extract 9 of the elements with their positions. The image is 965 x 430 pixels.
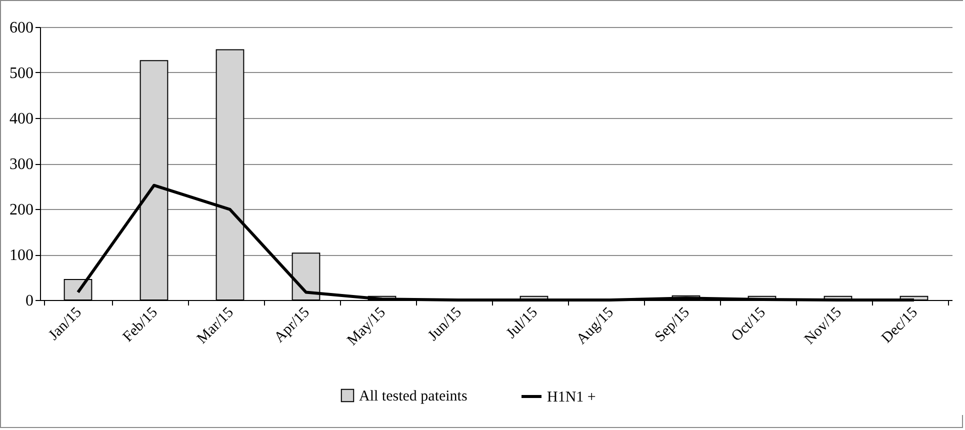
y-tick-label: 0 — [26, 292, 34, 310]
y-tick-label: 300 — [10, 156, 34, 173]
legend-label: All tested pateints — [359, 388, 468, 404]
y-tick-label: 400 — [10, 110, 34, 128]
y-tick-label: 100 — [10, 247, 34, 264]
legend-label: H1N1 + — [547, 390, 596, 406]
y-tick-label: 500 — [10, 65, 34, 82]
y-tick-label: 200 — [10, 202, 34, 218]
y-tick-label: 600 — [10, 20, 34, 36]
